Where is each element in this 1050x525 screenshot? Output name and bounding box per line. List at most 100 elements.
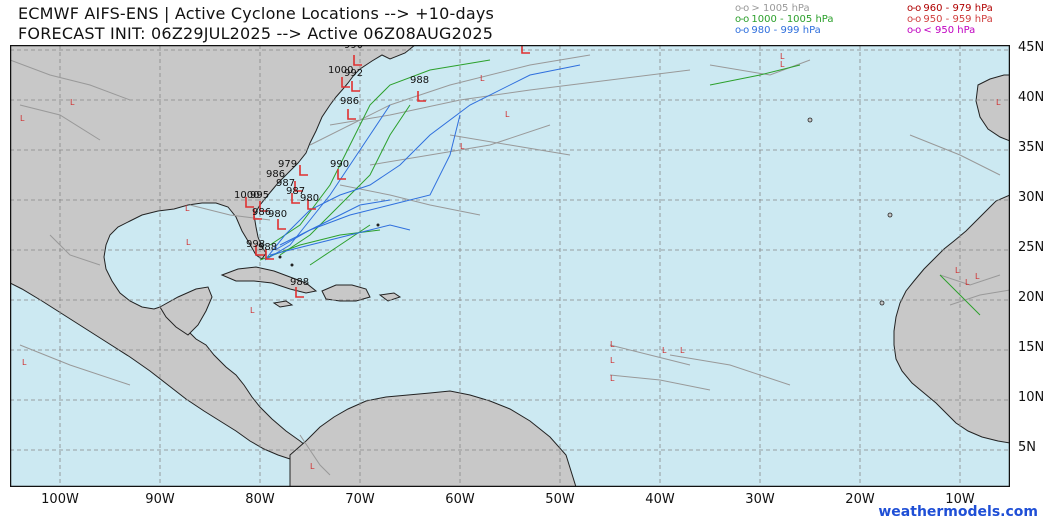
legend-item-960-979: o-o 960 - 979 hPa [907,3,993,14]
low-marker: L [780,52,785,61]
pressure-label: 988 [258,242,277,253]
storm-marker [291,193,300,204]
low-marker: L [975,272,980,281]
lon-label-10w: 10W [945,492,975,507]
pressure-label: 995 [250,190,269,201]
pressure-label: 986 [266,169,285,180]
yucatan-peninsula [159,286,213,336]
lon-label-20w: 20W [845,492,875,507]
low-markers: L L L L L L L L L L L L L L L L L L L L … [20,52,1001,471]
legend-item-gt1005: o-o > 1005 hPa [735,3,810,14]
low-marker: L [310,462,315,471]
pressure-label: 988 [290,277,309,288]
lon-label-30w: 30W [745,492,775,507]
pressure-label: 990 [330,159,349,170]
pressure-label: 988 [410,75,429,86]
pressure-label: 980 [300,193,319,204]
iberia-landmass [975,74,1010,142]
storm-marker [255,245,264,256]
cuba-island [220,266,318,294]
pressure-label: 980 [268,209,287,220]
storm-marker [351,81,360,92]
low-marker: L [22,358,27,367]
storm-marker [295,287,304,298]
tracks-strong [264,64,581,261]
pressure-label: 987 [276,178,295,189]
pressure-label: 990 [344,45,363,51]
legend-item-1000-1005: o-o 1000 - 1005 hPa [735,14,834,25]
low-marker: L [955,266,960,275]
low-marker: L [996,98,1001,107]
cape-verde-island [879,300,885,306]
storm-marker [353,55,362,66]
lat-label-30n: 30N [1018,190,1045,205]
storm-marker [245,197,254,208]
canary-island [887,212,893,218]
bahamas-island [278,255,282,259]
lat-label-35n: 35N [1018,140,1045,155]
lon-label-40w: 40W [645,492,675,507]
storm-marker [277,219,286,230]
lat-label-20n: 20N [1018,290,1045,305]
pressure-label: 992 [344,68,363,79]
low-marker: L [610,356,615,365]
low-marker: L [610,340,615,349]
map-frame [10,45,1010,487]
low-marker: L [185,204,190,213]
low-marker: L [460,142,465,151]
low-marker: L [70,98,75,107]
hispaniola-island [321,284,371,302]
legend-item-980-999: o-o 980 - 999 hPa [735,25,821,36]
lon-label-100w: 100W [41,492,79,507]
pressure-label: 979 [278,159,297,170]
graticule [10,45,1010,487]
pressure-labels: 990 1000 1000 992 988 986 979 990 986 98… [234,45,429,288]
lat-label-15n: 15N [1018,340,1045,355]
lon-label-90w: 90W [145,492,175,507]
africa-landmass [893,194,1010,444]
storm-marker [265,249,274,260]
lon-label-60w: 60W [445,492,475,507]
lat-label-45n: 45N [1018,40,1045,55]
low-marker: L [480,74,485,83]
pressure-label: 986 [340,96,359,107]
low-marker: L [186,238,191,247]
lat-label-5n: 5N [1018,440,1036,455]
storm-marker [341,77,350,88]
storm-marker [521,45,530,54]
north-america-landmass [10,45,416,462]
lon-label-70w: 70W [345,492,375,507]
storm-marker [259,201,268,212]
low-marker: L [780,60,785,69]
low-marker: L [20,114,25,123]
storm-marker [337,169,346,180]
storm-marker [253,209,262,220]
bermuda-island [376,223,380,227]
lat-label-25n: 25N [1018,240,1045,255]
storm-marker [307,199,316,210]
lon-label-80w: 80W [245,492,275,507]
low-marker: L [250,306,255,315]
pressure-label: 986 [252,207,271,218]
low-marker: L [610,374,615,383]
map-title: ECMWF AIFS-ENS | Active Cyclone Location… [18,4,495,23]
azores-island [807,117,813,123]
lat-label-10n: 10N [1018,390,1045,405]
storm-marker [294,181,303,192]
low-marker: L [680,346,685,355]
cyclone-map: L L L L L L L L L L L L L L L L L L L L … [10,45,1010,487]
tracks-weak [10,54,1010,476]
lon-label-50w: 50W [545,492,575,507]
site-credit[interactable]: weathermodels.com [878,504,1038,520]
legend-item-950-959: o-o 950 - 959 hPa [907,14,993,25]
legend-right: o-o 960 - 979 hPa o-o 950 - 959 hPa o-o … [907,3,993,36]
storm-marker [417,91,426,102]
lat-label-40n: 40N [1018,90,1045,105]
pressure-label: 998 [246,239,265,250]
puerto-rico-island [378,292,402,302]
jamaica-island [272,300,294,308]
low-marker: L [965,278,970,287]
legend-item-lt950: o-o < 950 hPa [907,25,976,36]
low-marker: L [662,346,667,355]
map-canvas: L L L L L L L L L L L L L L L L L L L L … [10,45,1010,487]
